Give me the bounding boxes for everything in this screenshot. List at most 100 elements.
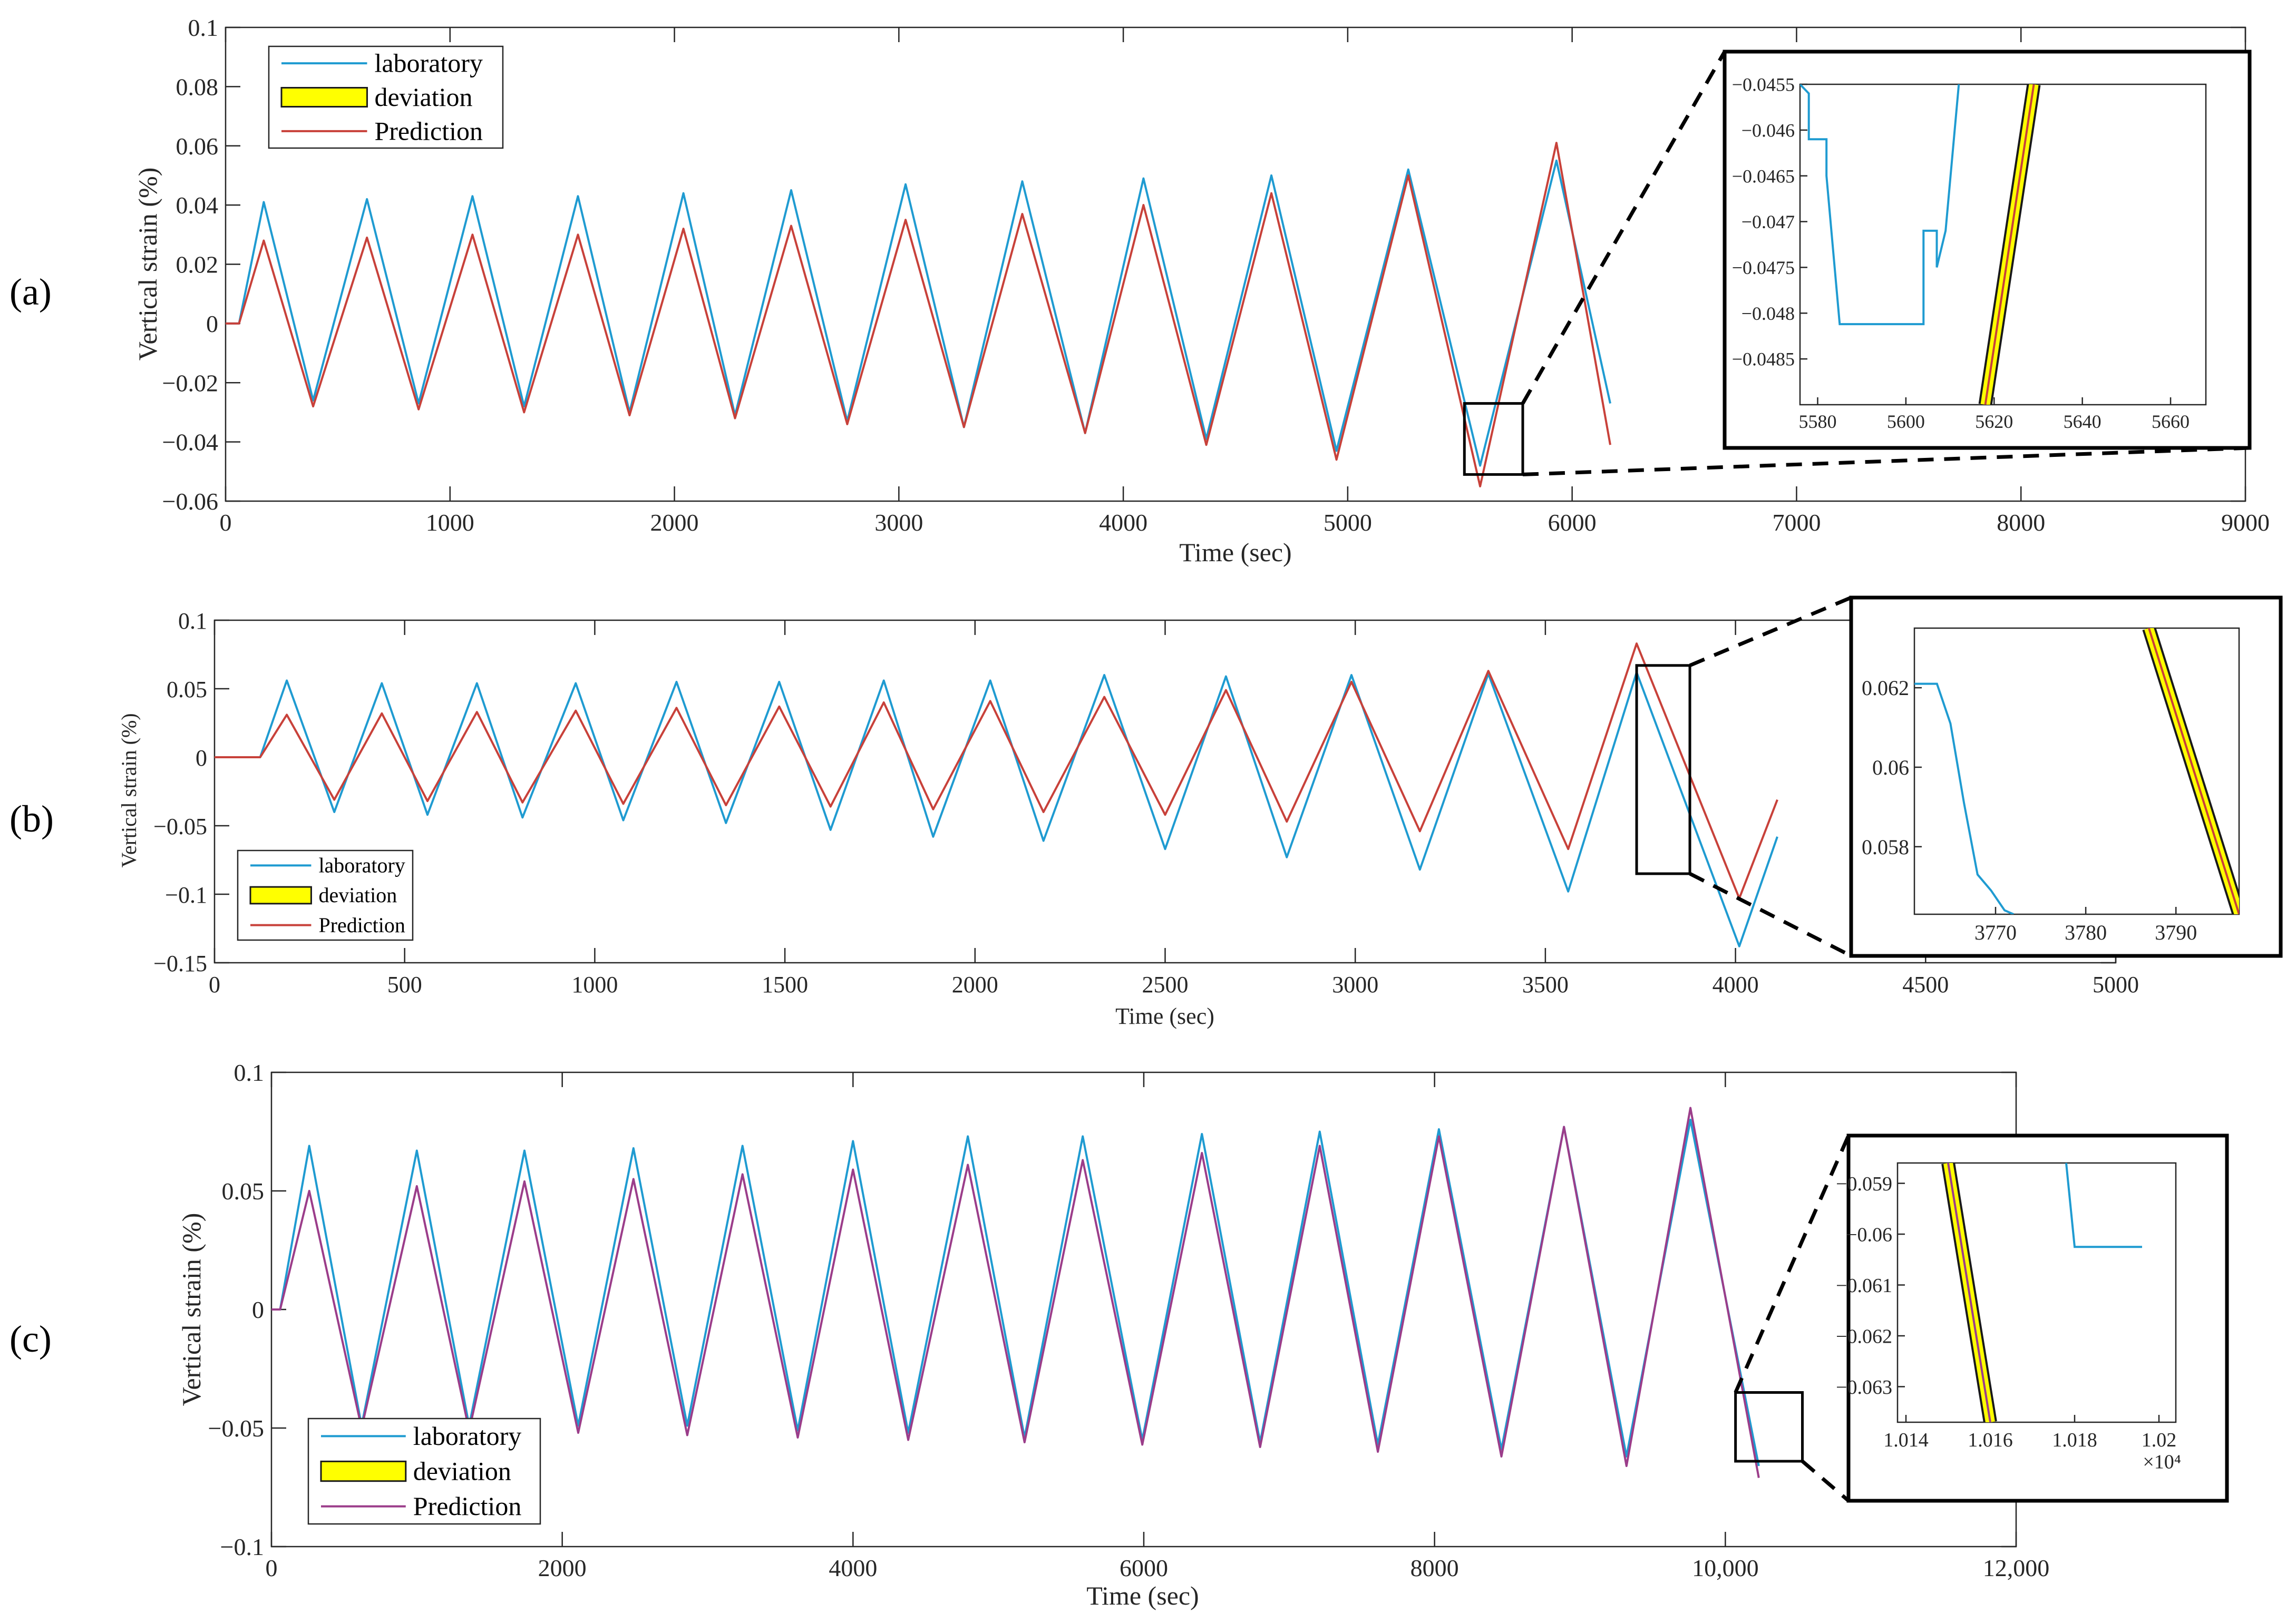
- x-axis-a: 0 1000 2000 3000 4000 5000 6000 7000 8000 9000: [220, 27, 2270, 536]
- panel-b: (b) 0 500 1000 1500 2000 2500 3000 3500 4000 4500…: [9, 595, 2283, 1029]
- inset-y-tick-label: −0.0455: [1732, 74, 1795, 95]
- inset-y-tick-label: −0.0485: [1732, 349, 1795, 370]
- y-tick-label: 0.04: [176, 192, 219, 219]
- x-tick-label: 2000: [538, 1555, 587, 1581]
- x-tick-label: 1000: [426, 509, 474, 536]
- panel-c: (c) 0 2000 4000 6000 8000 10,000 12,000 −0.1−0…: [9, 1059, 2229, 1610]
- x-tick-label: 1500: [762, 972, 808, 998]
- y-tick-label: 0.02: [176, 251, 219, 278]
- inset-c: 1.014 1.016 1.018 1.02 −0.063 −0.062 −0.061 −0.…: [1836, 1133, 2229, 1503]
- y-tick-label: 0: [196, 745, 207, 771]
- inset-prediction-line: [1947, 1163, 1991, 1422]
- x-tick-label: 8000: [1997, 509, 2045, 536]
- inset-b: 3770 3780 3790 0.058 0.06 0.062: [1849, 595, 2283, 958]
- inset-y-tick-label: 0.062: [1862, 676, 1909, 700]
- x-tick-label: 4000: [829, 1555, 877, 1581]
- x-tick-label: 2000: [650, 509, 699, 536]
- legend-label: Prediction: [413, 1491, 522, 1521]
- inset-x-tick-label: 1.014: [1883, 1429, 1929, 1451]
- x-tick-label: 12,000: [1983, 1555, 2050, 1581]
- panel-label-a: (a): [9, 271, 52, 313]
- panel-a: (a) 0 1000 2000 3000 4000 5000 6000 7000 8000 900…: [9, 14, 2270, 567]
- inset-y-tick-label: −0.062: [1836, 1325, 1892, 1347]
- inset-x-tick-label: 3770: [1974, 921, 2017, 944]
- zoom-connector-line: [1521, 51, 1727, 405]
- series-c: [271, 1107, 1760, 1478]
- legend-label: deviation: [413, 1456, 511, 1486]
- y-tick-label: 0.1: [188, 14, 219, 41]
- y-tick-label: −0.15: [153, 951, 207, 976]
- inset-x-tick-label: 5620: [1975, 411, 2013, 432]
- x-tick-label: 4500: [1902, 972, 1949, 998]
- inset-x-exponent: ×10⁴: [2143, 1451, 2181, 1473]
- y-tick-label: 0.05: [167, 677, 207, 702]
- panel-label-b: (b): [9, 798, 54, 840]
- inset-x-tick-label: 5580: [1798, 411, 1836, 432]
- y-tick-label: 0: [252, 1296, 264, 1323]
- y-tick-label: −0.1: [220, 1533, 264, 1560]
- y-axis-label-b: Vertical strain (%): [117, 713, 141, 867]
- legend-swatch-deviation: [280, 86, 368, 108]
- inset-a: 5580 5600 5620 5640 5660 −0.0485 −0.048 −0.0475…: [1723, 50, 2252, 450]
- zoom-box-c: [1734, 1391, 1804, 1463]
- x-tick-label: 0: [209, 972, 220, 998]
- zoom-connector-line: [1689, 595, 1852, 668]
- y-tick-label: 0.05: [222, 1178, 265, 1205]
- inset-laboratory-line: [1800, 84, 1960, 326]
- plot-frame-b: [213, 619, 2117, 964]
- x-axis-label-a: Time (sec): [1179, 537, 1291, 567]
- legend-a: laboratory deviation Prediction: [268, 45, 504, 149]
- x-axis-c: 0 2000 4000 6000 8000 10,000 12,000: [266, 1072, 2050, 1581]
- inset-x-tick-label: 1.016: [1968, 1429, 2013, 1451]
- inset-y-tick-label: −0.047: [1742, 211, 1795, 232]
- inset-y-tick-label: −0.06: [1846, 1224, 1892, 1246]
- x-tick-label: 4000: [1099, 509, 1147, 536]
- inset-x-tick-label: 5660: [2152, 411, 2190, 432]
- y-tick-label: −0.1: [165, 882, 207, 908]
- x-tick-label: 0: [220, 509, 232, 536]
- y-tick-label: −0.02: [162, 369, 218, 396]
- legend-swatch-deviation: [320, 1460, 407, 1482]
- x-tick-label: 3000: [874, 509, 923, 536]
- x-tick-label: 5000: [1324, 509, 1372, 536]
- y-tick-label: −0.06: [162, 488, 218, 515]
- inset-plot-area: [1941, 1163, 2142, 1422]
- legend-label: deviation: [374, 82, 472, 112]
- x-axis-label-c: Time (sec): [1086, 1581, 1199, 1610]
- series-a: [226, 142, 1611, 487]
- y-tick-label: −0.05: [153, 814, 207, 839]
- x-tick-label: 6000: [1548, 509, 1597, 536]
- y-tick-label: −0.05: [208, 1415, 264, 1442]
- zoom-connector-line: [1689, 872, 1852, 958]
- y-tick-label: 0.08: [176, 73, 219, 100]
- x-tick-label: 10,000: [1692, 1555, 1759, 1581]
- x-tick-label: 0: [266, 1555, 278, 1581]
- y-axis-a: −0.06 −0.04 −0.02 0 0.02 0.04 0.06 0.08 0.1: [162, 14, 2245, 515]
- inset-x-tick-label: 5640: [2064, 411, 2102, 432]
- zoom-connector-line: [1801, 1460, 1850, 1502]
- inset-plot-area: [1800, 84, 2041, 405]
- y-tick-label: −0.04: [162, 429, 218, 456]
- inset-x-tick-label: 1.018: [2052, 1429, 2097, 1451]
- inset-plot-frame: [1913, 627, 2240, 915]
- y-axis-label-a: Vertical strain (%): [133, 168, 162, 361]
- prediction-line: [271, 1107, 1760, 1478]
- panel-label-c: (c): [9, 1318, 52, 1360]
- legend-label: laboratory: [318, 854, 405, 877]
- x-tick-label: 3000: [1332, 972, 1378, 998]
- inset-prediction-line: [1984, 84, 2035, 405]
- inset-laboratory-line: [1914, 682, 2015, 914]
- x-tick-label: 5000: [2093, 972, 2139, 998]
- zoom-connectors-b: [1689, 595, 1852, 958]
- inset-laboratory-line: [2065, 1163, 2142, 1248]
- legend-label: laboratory: [413, 1421, 521, 1451]
- zoom-connector-line: [1734, 1135, 1851, 1393]
- inset-y-tick-label: 0.058: [1862, 835, 1909, 859]
- x-axis-b: 0 500 1000 1500 2000 2500 3000 3500 4000 4500 5000: [209, 620, 2139, 998]
- inset-y-tick-label: 0.06: [1872, 756, 1909, 779]
- y-axis-b: −0.15 −0.1 −0.05 0 0.05 0.1: [153, 608, 2116, 976]
- prediction-line: [226, 142, 1611, 487]
- inset-y-tick-label: −0.059: [1836, 1173, 1892, 1195]
- x-tick-label: 9000: [2221, 509, 2270, 536]
